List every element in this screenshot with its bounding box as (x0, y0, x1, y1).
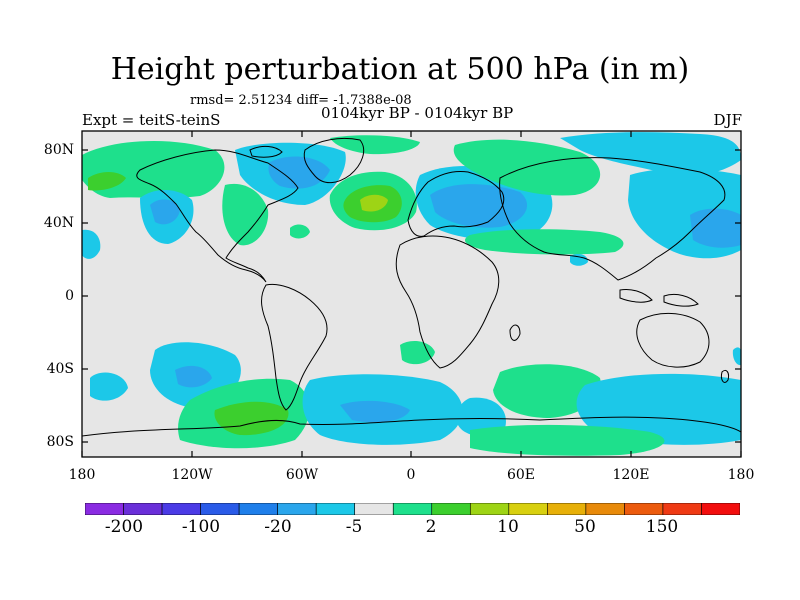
contour-southern-ocean-negative-core (340, 400, 410, 423)
contour-australia-south-negative (576, 373, 741, 445)
colorbar-box-10 (469, 503, 510, 515)
coast-new-zealand (721, 369, 729, 383)
y-tick-label-80n: 80N (43, 142, 74, 158)
colorbar-box-3 (200, 503, 240, 515)
colorbar-label-2: 2 (425, 517, 437, 537)
colorbar-box-4 (238, 503, 278, 515)
colorbar-box-12 (547, 503, 587, 515)
colorbar-label-50: 50 (574, 517, 596, 537)
colorbar-box-14 (624, 503, 664, 515)
colorbar-box-1 (123, 503, 163, 515)
coast-south-america (261, 283, 328, 411)
colorbar-box-13 (585, 503, 625, 515)
experiment-label: Expt = teitS-teinS (82, 111, 221, 129)
contour-arctic-negative (560, 132, 741, 176)
contour-greenland-positive (330, 135, 420, 155)
colorbar-box-15 (662, 503, 702, 515)
x-tick-label-0: 0 (406, 467, 416, 483)
colorbar-label-n20: -20 (264, 517, 292, 537)
colorbar-label-150: 150 (645, 517, 679, 537)
colorbar-label-n5: -5 (345, 517, 363, 537)
colorbar-box-11 (508, 503, 548, 515)
coast-africa (395, 235, 500, 369)
coast-antarctica (82, 416, 741, 437)
contour-far-spac-negative (90, 372, 128, 401)
period-label: 0104kyr BP - 0104kyr BP (321, 104, 514, 122)
colorbar-label-10: 10 (497, 517, 519, 537)
contour-spac-negative-core (175, 365, 212, 388)
coast-arctic-islands (249, 145, 283, 158)
x-tick-label-180w: 180 (68, 467, 96, 483)
contour-npac-positive-core (88, 172, 126, 191)
colorbar-label-n200: -200 (104, 517, 144, 537)
contour-npacific-negative-core (690, 208, 741, 248)
plot-title: Height perturbation at 500 hPa (in m) (110, 52, 690, 87)
colorbar-label-n100: -100 (181, 517, 221, 537)
contour-south-atl-positive (400, 340, 435, 365)
coast-greenland (303, 137, 365, 184)
contour-nam-negative-core (150, 199, 180, 225)
colorbar-box-16 (701, 503, 740, 515)
coast-australia (636, 312, 710, 368)
contour-siberia-positive (453, 139, 601, 196)
colorbar-box-0 (85, 503, 124, 515)
y-tick-label-40s: 40S (46, 361, 74, 377)
y-tick-label-40n: 40N (43, 215, 74, 231)
colorbar-box-6 (315, 503, 356, 515)
x-tick-label-60e: 60E (506, 467, 536, 483)
colorbar-box-7 (354, 503, 394, 515)
contour-atl-blob-positive (290, 224, 310, 239)
coastlines (82, 137, 741, 437)
contour-nw-atlantic-negative-core (268, 156, 330, 189)
x-tick-label-180e: 180 (727, 467, 755, 483)
colorbar-box-9 (431, 503, 471, 515)
coast-north-america (136, 149, 299, 283)
stats-text: rmsd= 2.51234 diff= -1.7388e-08 (190, 93, 412, 108)
contour-east-nam-positive (222, 183, 269, 246)
coast-madagascar (509, 324, 521, 341)
x-tick-label-120w: 120W (171, 467, 213, 483)
contour-fills (82, 132, 741, 456)
contour-antarctic-positive (470, 424, 665, 456)
x-tick-marks (81, 131, 742, 457)
coast-new-guinea (663, 293, 699, 307)
contour-south-asia-negative (570, 254, 588, 266)
contour-west-pacific-negative (82, 229, 101, 259)
colorbar-box-8 (392, 503, 433, 515)
coast-europe (407, 171, 505, 237)
y-tick-label-0: 0 (65, 288, 74, 304)
y-tick-label-80s: 80S (46, 434, 74, 450)
colorbar (85, 503, 740, 515)
colorbar-box-2 (161, 503, 201, 515)
colorbar-box-5 (277, 503, 317, 515)
coast-indonesia (619, 289, 653, 303)
contour-natl-positive-core (360, 194, 388, 212)
season-label: DJF (713, 111, 742, 129)
contour-indian-negative (457, 397, 506, 436)
contour-asia-positive (465, 229, 624, 255)
contour-east-edge-negative (732, 347, 741, 366)
y-tick-marks (82, 149, 741, 443)
x-tick-label-60w: 60W (285, 467, 319, 483)
x-tick-label-120e: 120E (612, 467, 650, 483)
coast-asia (499, 157, 726, 281)
contour-indian-positive (493, 364, 601, 418)
